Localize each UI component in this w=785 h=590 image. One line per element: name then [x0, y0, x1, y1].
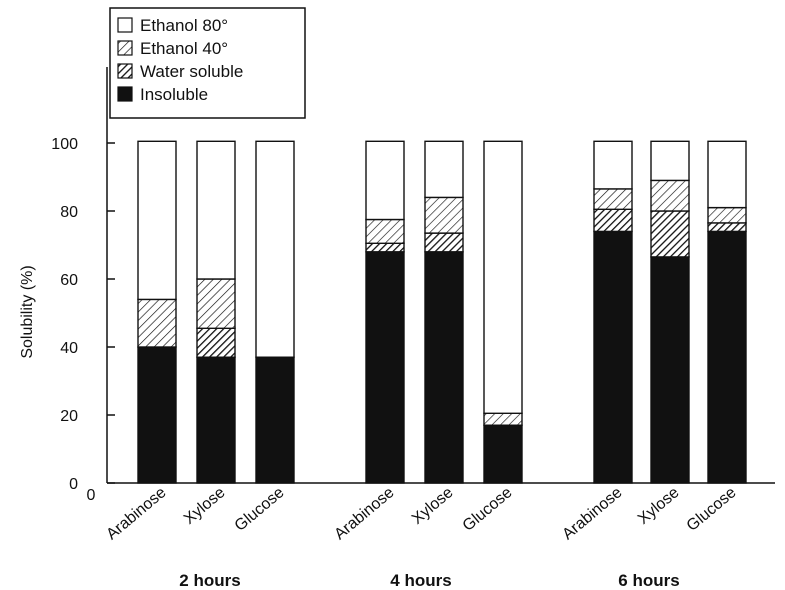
bar-segment-insoluble: [365, 251, 405, 484]
legend-swatch: [117, 17, 133, 33]
bar-segment-ethanol-40: [365, 218, 405, 244]
y-ticks: 0 20 40 60 80 100: [51, 136, 115, 493]
x-category-labels: Arabinose Xylose Glucose Arabinose Xylose Glu…: [103, 484, 739, 543]
legend-swatch: [117, 40, 133, 56]
legend-label: Ethanol 80°: [140, 16, 228, 35]
bar-segment-ethanol-80: [483, 140, 523, 415]
legend-frame: [109, 7, 306, 119]
x-category-label: Xylose: [635, 484, 683, 528]
y-tick-label: 20: [60, 408, 78, 425]
bar-segment-ethanol-80: [137, 140, 177, 301]
y-tick-label: 100: [51, 136, 78, 153]
bar-segment-insoluble: [196, 356, 236, 484]
bar-segment-insoluble: [424, 251, 464, 484]
y-tick-label: 60: [60, 272, 78, 289]
bars: [137, 140, 747, 484]
bar-segment-ethanol-80: [196, 140, 236, 280]
bar-segment-insoluble: [707, 230, 747, 484]
x-category-label: Glucose: [232, 484, 288, 535]
x-category-label: Xylose: [181, 484, 229, 528]
bar-segment-ethanol-40: [196, 278, 236, 329]
bar-segment-ethanol-80: [255, 140, 295, 358]
bar-segment-insoluble: [483, 424, 523, 484]
legend-label: Water soluble: [140, 62, 243, 81]
x-category-label: Arabinose: [331, 484, 397, 543]
bar-segment-insoluble: [650, 256, 690, 484]
group-label: 4 hours: [390, 571, 451, 590]
bar-segment-ethanol-80: [707, 140, 747, 209]
bar-segment-ethanol-40: [707, 206, 747, 224]
group-labels: 2 hours 4 hours 6 hours: [179, 571, 679, 590]
bar-segment-ethanol-80: [365, 140, 405, 221]
bar-segment-insoluble: [137, 346, 177, 484]
x-category-label: Arabinose: [559, 484, 625, 543]
legend-swatch: [117, 63, 133, 79]
x-origin-label: 0: [87, 487, 96, 504]
x-category-label: Xylose: [409, 484, 457, 528]
y-tick-label: 0: [69, 476, 78, 493]
bar-segment-ethanol-40: [424, 196, 464, 234]
bar-segment-water-soluble: [593, 208, 633, 233]
y-tick-label: 80: [60, 204, 78, 221]
bar-segment-ethanol-80: [650, 140, 690, 182]
bar-segment-ethanol-40: [137, 298, 177, 348]
group-label: 2 hours: [179, 571, 240, 590]
bar-segment-ethanol-80: [593, 140, 633, 190]
bar-segment-water-soluble: [196, 327, 236, 358]
legend-label: Insoluble: [140, 85, 208, 104]
bar-segment-water-soluble: [707, 222, 747, 233]
x-category-label: Arabinose: [103, 484, 169, 543]
group-label: 6 hours: [618, 571, 679, 590]
y-axis-title: Solubility (%): [19, 265, 36, 358]
bar-segment-ethanol-80: [424, 140, 464, 199]
bar-segment-water-soluble: [650, 210, 690, 258]
legend: Ethanol 80° Ethanol 40° Water soluble Insol…: [109, 7, 306, 119]
bar-segment-insoluble: [593, 230, 633, 484]
x-category-label: Glucose: [460, 484, 516, 535]
bar-segment-ethanol-40: [593, 188, 633, 210]
legend-label: Ethanol 40°: [140, 39, 228, 58]
y-tick-label: 40: [60, 340, 78, 357]
bar-segment-ethanol-40: [483, 412, 523, 426]
bar-segment-water-soluble: [365, 242, 405, 253]
legend-swatch: [117, 86, 133, 102]
bar-segment-water-soluble: [424, 232, 464, 253]
bar-segment-ethanol-40: [650, 179, 690, 212]
x-category-label: Glucose: [684, 484, 740, 535]
bar-segment-insoluble: [255, 356, 295, 484]
